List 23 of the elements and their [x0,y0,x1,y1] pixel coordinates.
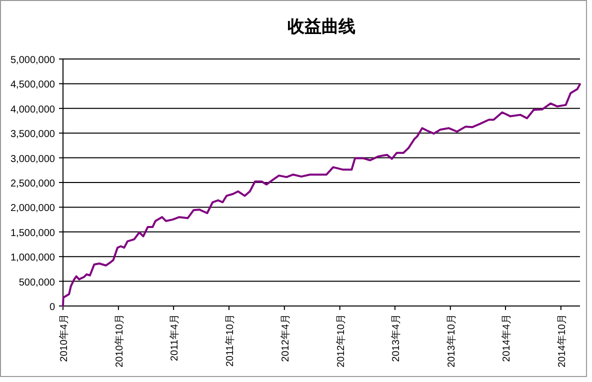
x-tick-label: 2010年4月 [58,314,70,362]
y-tick-label: 4,500,000 [10,80,56,91]
x-tick-label: 2014年4月 [500,314,512,362]
x-tick-label: 2012年4月 [279,314,292,362]
y-tick-label: 5,000,000 [10,55,56,66]
x-tick-label: 2011年4月 [168,314,181,362]
y-tick-label: 2,000,000 [10,203,56,214]
x-tick-label: 2012年10月 [334,314,347,368]
y-tick-label: 0 [49,302,56,313]
y-tick-label: 3,500,000 [10,129,56,140]
x-tick-label: 2014年10月 [556,314,568,368]
x-tick-label: 2011年10月 [224,314,236,367]
y-tick-label: 4,000,000 [10,104,56,116]
y-tick-label: 500,000 [18,277,56,288]
chart-title: 收益曲线 [288,17,356,36]
y-tick-label: 1,500,000 [10,228,56,239]
x-tick-label: 2013年10月 [445,314,458,368]
line-series [62,83,581,307]
x-tick-label: 2010年10月 [113,314,126,368]
y-tick-label: 3,000,000 [10,154,56,165]
y-tick-label: 2,500,000 [10,178,56,190]
x-tick-label: 2013年4月 [390,314,402,362]
y-tick-label: 1,000,000 [10,252,56,264]
